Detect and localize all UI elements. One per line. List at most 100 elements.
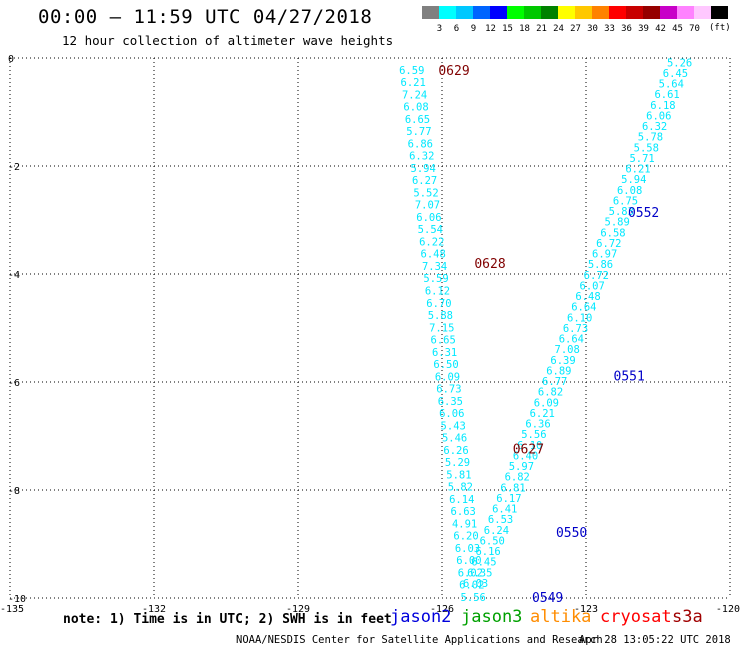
left-track-value: 6.00 [456,555,481,567]
legend-label: 21 [536,24,547,34]
legend-label: 18 [519,24,530,34]
right-track-value: 6.45 [663,68,688,80]
left-track-value: 5.46 [442,433,467,445]
right-track-value: 5.89 [605,217,630,229]
legend-label: 3 [436,24,443,34]
right-track-value: 7.08 [555,344,580,356]
right-track-value: 5.64 [659,79,684,91]
right-track-value: 6.09 [534,397,559,409]
y-tick-label: -6 [8,378,20,389]
legend-label: 15 [502,24,513,34]
right-track-value: 6.50 [480,535,505,547]
right-track-value: 6.07 [580,280,605,292]
right-track-value: 6.53 [488,514,513,526]
left-track-value: 6.73 [436,384,461,396]
legend-label: 30 [587,24,598,34]
legend-label: 39 [638,24,649,34]
right-track-value: 6.35 [467,567,492,579]
left-track-value: 6.27 [412,175,437,187]
left-track-value: 6.06 [416,212,441,224]
right-track-value: 6.16 [475,546,500,558]
left-track-value: 6.70 [426,298,451,310]
legend-label: 12 [485,24,496,34]
left-track-value: 5.54 [418,224,443,236]
right-track-value: 5.86 [588,259,613,271]
left-track-value: 7.34 [422,261,447,273]
left-track-value: 6.26 [443,445,468,457]
x-tick-label: -135 [0,604,24,615]
right-track-value: 6.06 [646,110,671,122]
right-track-value: 6.17 [496,493,521,505]
x-tick-label: -129 [286,604,310,615]
left-track-value: 5.81 [446,469,471,481]
x-tick-label: -120 [716,604,740,615]
right-track-value: 6.82 [538,387,563,399]
left-track-value: 6.48 [421,249,446,261]
right-track-value: 6.36 [525,419,550,431]
right-track-value: 5.94 [621,174,646,186]
x-tick-label: -132 [142,604,166,615]
legend-swatch [711,6,729,19]
left-track-value: 7.07 [415,200,440,212]
y-tick-label: -8 [8,486,20,497]
left-track-value: 6.65 [405,114,430,126]
right-track-value: 6.75 [613,195,638,207]
right-track-value: 6.45 [471,557,496,569]
left-track-value: 5.77 [406,126,431,138]
right-track-value: 5.71 [629,153,654,165]
left-track-value: 6.32 [409,151,434,163]
right-track-value: 5.58 [634,142,659,154]
sat-s3a: s3a [672,607,703,627]
right-track-value: 6.72 [584,270,609,282]
left-track-value: 6.65 [431,335,456,347]
right-track-value: 6.39 [550,355,575,367]
left-track-value: 7.15 [429,322,454,334]
left-track-value: 6.03 [455,543,480,555]
right-track-value: 6.89 [546,365,571,377]
legend-label: 70 [689,24,700,34]
left-track-value: 6.02 [459,580,484,592]
left-track-value: 6.63 [451,506,476,518]
right-track-value: 5.78 [638,132,663,144]
left-track-value: 5.29 [445,457,470,469]
left-track-value: 6.35 [438,396,463,408]
left-track-value: 6.02 [458,567,483,579]
y-tick-label: -2 [8,162,20,173]
right-track-value: 5.56 [521,429,546,441]
right-track-value: 6.40 [513,450,538,462]
legend-unit: (ft) [709,23,731,33]
x-tick-label: -126 [430,604,454,615]
generated-timestamp: Apr 28 13:05:22 UTC 2018 [579,634,731,646]
left-track-value: 6.20 [453,531,478,543]
legend-label: 42 [655,24,666,34]
right-track-value: 6.61 [654,89,679,101]
left-track-value: 6.21 [401,77,426,89]
y-tick-label: -10 [8,594,26,605]
left-track-value: 6.06 [439,408,464,420]
right-track-value: 6.64 [571,302,596,314]
left-track-value: 7.24 [402,89,427,101]
right-track-value: 6.64 [559,334,584,346]
pass-time-label: 0550 [556,526,587,541]
left-track-value: 5.94 [411,163,436,175]
pass-time-label: 0627 [513,442,544,457]
left-track-value: 6.22 [419,236,444,248]
left-track-value: 6.50 [433,359,458,371]
left-track-value: 6.59 [399,65,424,77]
left-track-value: 5.56 [461,592,486,604]
legend-label: 24 [553,24,564,34]
right-track-value: 6.03 [463,578,488,590]
footer-note: note: 1) Time is in UTC; 2) SWH is in fe… [63,612,392,627]
right-track-value: 6.72 [596,238,621,250]
legend-label: 9 [470,24,477,34]
y-tick-label: -4 [8,270,20,281]
right-track-value: 6.10 [517,440,542,452]
sat-altika: altika [530,607,592,627]
pass-time-label: 0552 [628,206,659,221]
right-track-value: 5.97 [509,461,534,473]
left-track-value: 6.86 [408,138,433,150]
right-track-value: 6.32 [642,121,667,133]
legend-label: 6 [453,24,460,34]
right-track-value: 6.08 [617,185,642,197]
